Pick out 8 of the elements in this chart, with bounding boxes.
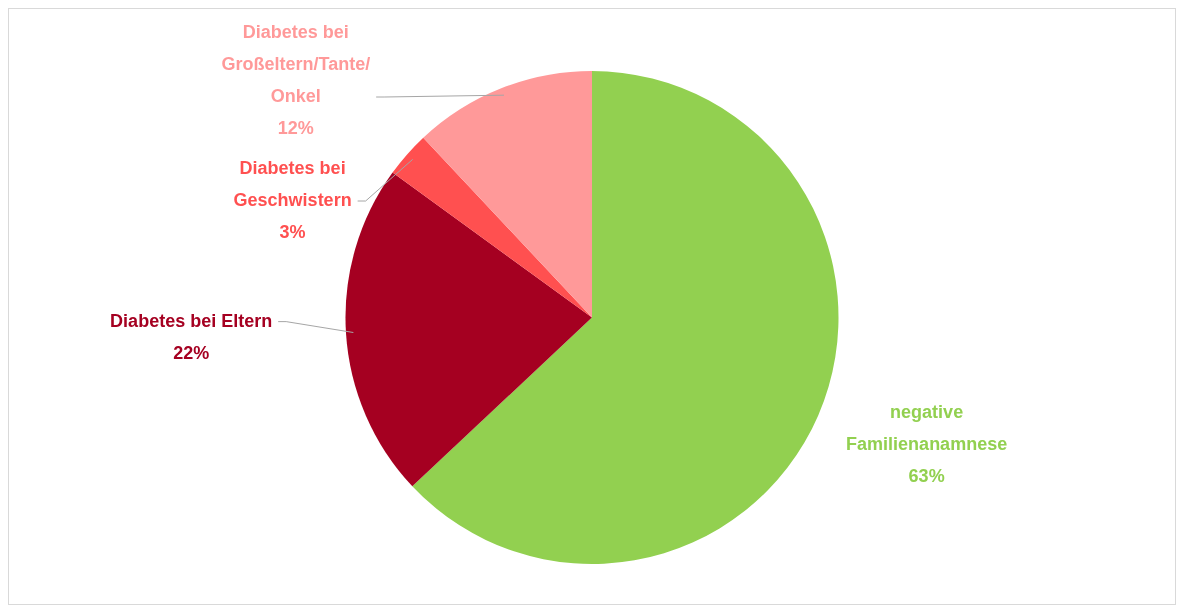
slice-label: Diabetes bei Großeltern/Tante/Onkel (221, 21, 371, 106)
slice-label: Diabetes bei Eltern (110, 310, 273, 331)
slice-label: Diabetes bei Geschwistern (233, 157, 352, 210)
data-label: 22% (173, 342, 210, 363)
slice-label: negative Familienanamnese (846, 401, 1008, 454)
data-label: 12% (277, 117, 314, 138)
data-label: 3% (279, 221, 306, 242)
data-label: 63% (908, 465, 945, 486)
